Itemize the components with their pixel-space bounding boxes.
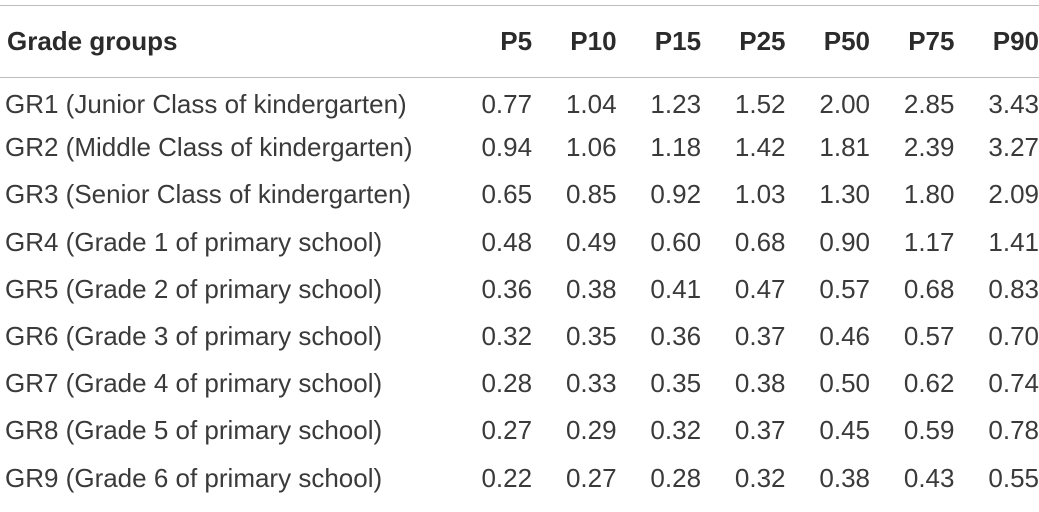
- value-cell: 0.49: [565, 226, 617, 257]
- value-cell: 0.47: [734, 273, 786, 304]
- value-cell: 2.85: [903, 89, 955, 120]
- value-cell: 0.65: [481, 179, 533, 210]
- value-cell: 0.78: [988, 415, 1039, 446]
- value-cell: 0.45: [819, 415, 870, 446]
- value-cell: 2.39: [903, 132, 955, 163]
- value-cell: 3.43: [988, 89, 1039, 120]
- column-header-p10: P10: [570, 26, 617, 56]
- row-label-cell: GR5 (Grade 2 of primary school): [5, 273, 383, 304]
- value-cell: 0.92: [650, 179, 702, 210]
- row-label-cell: GR9 (Grade 6 of primary school): [5, 462, 383, 493]
- value-cell: 1.18: [650, 132, 702, 163]
- value-cell: 0.46: [819, 321, 870, 352]
- value-cell: 0.48: [481, 226, 533, 257]
- value-cell: 0.36: [481, 273, 533, 304]
- value-cell: 0.35: [650, 368, 702, 399]
- value-cell: 0.62: [903, 368, 955, 399]
- column-header-grade-groups: Grade groups: [7, 26, 178, 56]
- top-rule: [0, 5, 1039, 6]
- value-cell: 0.36: [650, 321, 702, 352]
- table-row: GR5 (Grade 2 of primary school) 0.36 0.38 0…: [0, 266, 1039, 313]
- header-rule: [0, 77, 1039, 78]
- table-row: GR4 (Grade 1 of primary school) 0.48 0.49 0…: [0, 219, 1039, 266]
- value-cell: 0.38: [819, 462, 870, 493]
- value-cell: 0.27: [565, 462, 617, 493]
- value-cell: 2.09: [988, 179, 1039, 210]
- value-cell: 0.74: [988, 368, 1039, 399]
- row-label-cell: GR7 (Grade 4 of primary school): [5, 368, 383, 399]
- value-cell: 1.06: [565, 132, 617, 163]
- value-cell: 0.59: [903, 415, 955, 446]
- value-cell: 0.85: [565, 179, 617, 210]
- table-row: GR2 (Middle Class of kindergarten) 0.94 1.…: [0, 124, 1039, 171]
- column-header-p75: P75: [908, 26, 955, 56]
- value-cell: 1.30: [819, 179, 870, 210]
- value-cell: 0.38: [734, 368, 786, 399]
- value-cell: 0.32: [481, 321, 533, 352]
- row-label-cell: GR2 (Middle Class of kindergarten): [5, 132, 413, 163]
- table-body: GR1 (Junior Class of kindergarten) 0.77 1.…: [0, 77, 1039, 502]
- value-cell: 0.77: [481, 89, 533, 120]
- value-cell: 1.80: [903, 179, 955, 210]
- row-label-cell: GR8 (Grade 5 of primary school): [5, 415, 383, 446]
- value-cell: 1.52: [734, 89, 786, 120]
- value-cell: 3.27: [988, 132, 1039, 163]
- row-label-cell: GR1 (Junior Class of kindergarten): [5, 89, 407, 120]
- column-header-p50: P50: [823, 26, 870, 56]
- value-cell: 1.23: [650, 89, 702, 120]
- value-cell: 0.70: [988, 321, 1039, 352]
- value-cell: 0.32: [650, 415, 702, 446]
- table-row: GR1 (Junior Class of kindergarten) 0.77 1.…: [0, 77, 1039, 124]
- value-cell: 0.90: [819, 226, 870, 257]
- value-cell: 0.27: [481, 415, 533, 446]
- value-cell: 0.55: [988, 462, 1039, 493]
- column-header-p5: P5: [500, 26, 533, 56]
- value-cell: 0.94: [481, 132, 533, 163]
- value-cell: 0.41: [650, 273, 702, 304]
- value-cell: 0.35: [565, 321, 617, 352]
- table-row: GR9 (Grade 6 of primary school) 0.22 0.27 0…: [0, 455, 1039, 502]
- table-row: GR3 (Senior Class of kindergarten) 0.65 0.…: [0, 171, 1039, 218]
- value-cell: 0.22: [481, 462, 533, 493]
- value-cell: 0.68: [734, 226, 786, 257]
- value-cell: 0.60: [650, 226, 702, 257]
- column-header-p25: P25: [739, 26, 786, 56]
- value-cell: 2.00: [819, 89, 870, 120]
- value-cell: 0.38: [565, 273, 617, 304]
- row-label-cell: GR3 (Senior Class of kindergarten): [5, 179, 412, 210]
- value-cell: 0.28: [650, 462, 702, 493]
- table-row: GR6 (Grade 3 of primary school) 0.32 0.35 0…: [0, 313, 1039, 360]
- value-cell: 0.50: [819, 368, 870, 399]
- value-cell: 0.57: [819, 273, 870, 304]
- column-header-p90: P90: [992, 26, 1039, 56]
- value-cell: 0.33: [565, 368, 617, 399]
- value-cell: 0.32: [734, 462, 786, 493]
- value-cell: 0.83: [988, 273, 1039, 304]
- row-label-cell: GR6 (Grade 3 of primary school): [5, 321, 383, 352]
- value-cell: 0.28: [481, 368, 533, 399]
- value-cell: 1.42: [734, 132, 786, 163]
- table-row: GR8 (Grade 5 of primary school) 0.27 0.29 0…: [0, 407, 1039, 454]
- column-header-p15: P15: [654, 26, 702, 56]
- value-cell: 0.57: [903, 321, 955, 352]
- value-cell: 0.68: [903, 273, 955, 304]
- table-header-row: Grade groups P5 P10 P15 P25 P50 P75 P90: [0, 6, 1039, 77]
- value-cell: 1.81: [819, 132, 870, 163]
- value-cell: 0.37: [734, 415, 786, 446]
- value-cell: 1.17: [903, 226, 955, 257]
- value-cell: 0.29: [565, 415, 617, 446]
- value-cell: 0.43: [903, 462, 955, 493]
- value-cell: 0.37: [734, 321, 786, 352]
- value-cell: 1.41: [988, 226, 1039, 257]
- table-row: GR7 (Grade 4 of primary school) 0.28 0.33 0…: [0, 360, 1039, 407]
- row-label-cell: GR4 (Grade 1 of primary school): [5, 226, 383, 257]
- value-cell: 1.03: [734, 179, 786, 210]
- percentile-table: Grade groups P5 P10 P15 P25 P50 P75 P90 …: [0, 6, 1039, 502]
- value-cell: 1.04: [565, 89, 617, 120]
